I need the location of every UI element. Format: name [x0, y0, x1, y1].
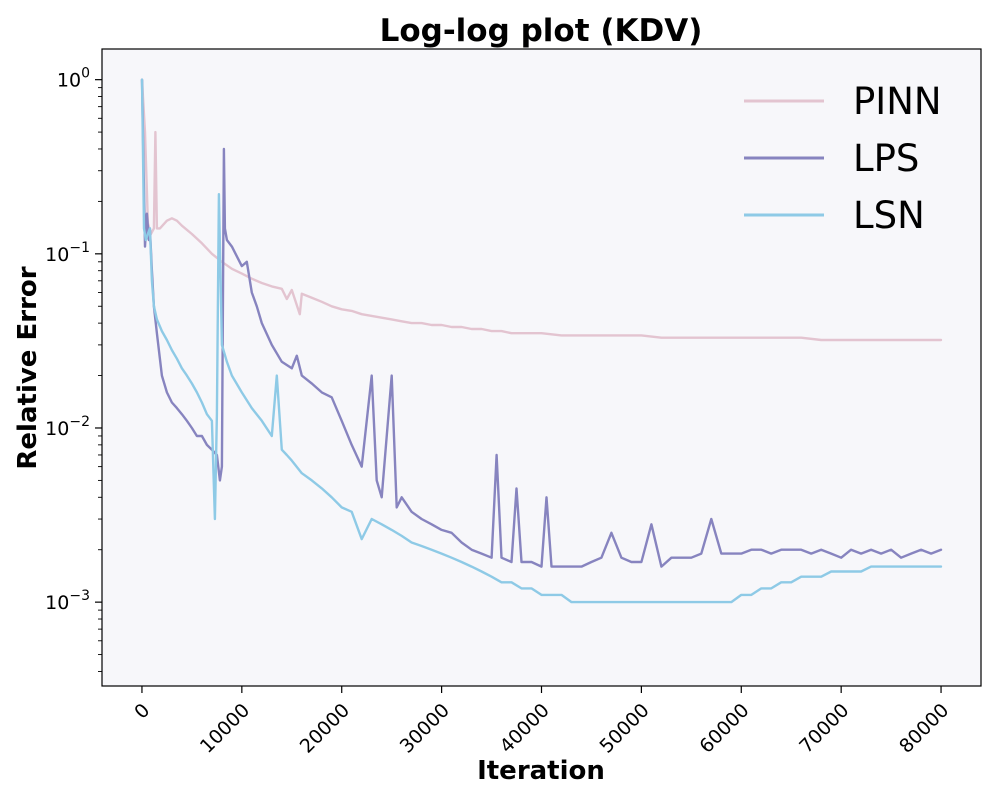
y-tick-label: 100 — [57, 66, 90, 92]
y-tick-label: 10−1 — [45, 240, 90, 266]
y-axis: 100 10−1 10−2 10−3 — [45, 66, 102, 672]
x-tick-label: 20000 — [296, 699, 354, 757]
y-axis-label: Relative Error — [13, 266, 43, 469]
chart-title: Log-log plot (KDV) — [380, 13, 703, 49]
series-line-lps — [140, 78, 943, 568]
series-line-pinn — [140, 78, 943, 342]
x-tick-label: 50000 — [595, 699, 653, 757]
x-tick-label: 40000 — [496, 699, 554, 757]
x-tick-label: 60000 — [695, 699, 753, 757]
legend-label-pinn: PINN — [853, 80, 942, 123]
x-tick-label: 70000 — [795, 699, 853, 757]
x-tick-label: 30000 — [396, 699, 454, 757]
x-tick-label: 0 — [130, 699, 154, 723]
x-axis-label: Iteration — [477, 756, 605, 786]
series-layer — [140, 78, 943, 604]
x-axis: 0 10000 20000 30000 40000 50000 60000 70000 8000… — [130, 686, 953, 758]
legend: PINN LPS LSN — [744, 80, 942, 237]
series-line-lsn — [140, 78, 943, 604]
legend-label-lsn: LSN — [853, 194, 925, 237]
y-tick-label: 10−2 — [45, 414, 90, 440]
plot-area — [102, 49, 981, 686]
x-tick-label: 10000 — [196, 699, 254, 757]
legend-label-lps: LPS — [853, 137, 919, 180]
x-tick-label: 80000 — [895, 699, 953, 757]
y-tick-label: 10−3 — [45, 588, 90, 614]
